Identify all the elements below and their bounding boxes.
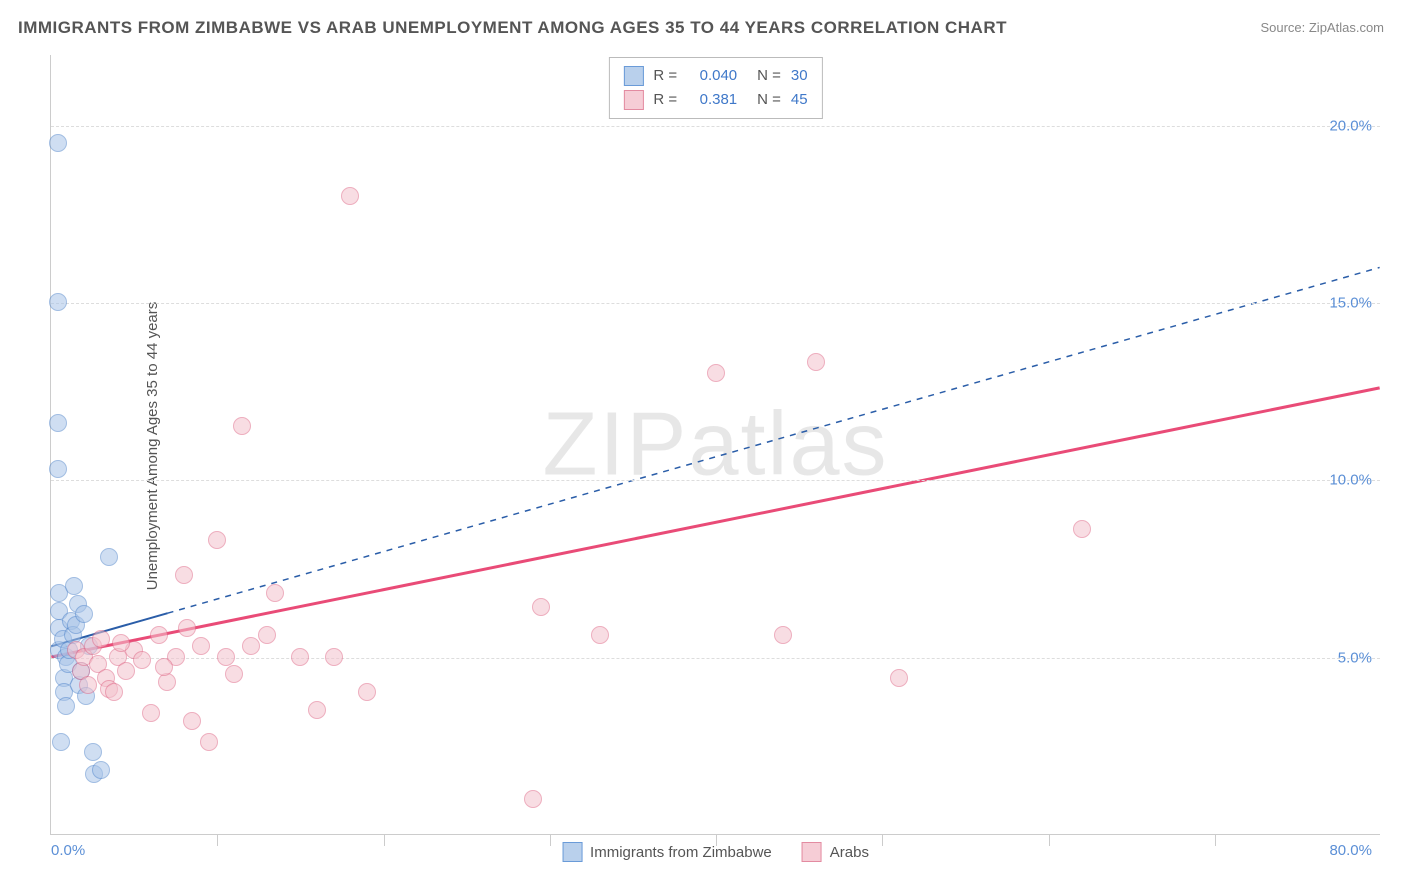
gridline xyxy=(51,658,1380,659)
n-label: N = xyxy=(757,64,781,88)
data-point xyxy=(84,743,102,761)
legend-label: Immigrants from Zimbabwe xyxy=(590,844,772,861)
data-point xyxy=(65,577,83,595)
legend-swatch xyxy=(623,90,643,110)
data-point xyxy=(807,353,825,371)
r-label: R = xyxy=(653,64,677,88)
x-tick xyxy=(217,834,218,846)
data-point xyxy=(183,712,201,730)
data-point xyxy=(155,658,173,676)
data-point xyxy=(532,598,550,616)
x-tick xyxy=(716,834,717,846)
y-tick-label: 10.0% xyxy=(1329,472,1372,489)
x-tick xyxy=(550,834,551,846)
r-value: 0.040 xyxy=(687,64,737,88)
data-point xyxy=(258,626,276,644)
data-point xyxy=(112,634,130,652)
data-point xyxy=(75,605,93,623)
x-tick xyxy=(882,834,883,846)
data-point xyxy=(178,619,196,637)
y-tick-label: 15.0% xyxy=(1329,295,1372,312)
gridline xyxy=(51,303,1380,304)
data-point xyxy=(133,651,151,669)
data-point xyxy=(49,460,67,478)
data-point xyxy=(117,662,135,680)
data-point xyxy=(150,626,168,644)
data-point xyxy=(208,531,226,549)
legend-swatch xyxy=(802,842,822,862)
n-label: N = xyxy=(757,88,781,112)
y-tick-label: 5.0% xyxy=(1338,649,1372,666)
data-point xyxy=(92,761,110,779)
data-point xyxy=(358,683,376,701)
plot-area: ZIPatlas R =0.040N =30R =0.381N =45 0.0%… xyxy=(50,55,1380,835)
data-point xyxy=(325,648,343,666)
data-point xyxy=(291,648,309,666)
y-tick-label: 20.0% xyxy=(1329,117,1372,134)
data-point xyxy=(79,676,97,694)
legend-label: Arabs xyxy=(830,844,869,861)
correlation-legend: R = 0.040 N = 30 R = 0.381 N = 45 xyxy=(608,57,822,119)
n-value: 30 xyxy=(791,64,808,88)
data-point xyxy=(1073,520,1091,538)
data-point xyxy=(105,683,123,701)
data-point xyxy=(591,626,609,644)
x-max-label: 80.0% xyxy=(1329,842,1372,859)
data-point xyxy=(217,648,235,666)
data-point xyxy=(92,630,110,648)
legend-row: R = 0.040 N = 30 xyxy=(623,64,807,88)
r-value: 0.381 xyxy=(687,88,737,112)
data-point xyxy=(142,704,160,722)
legend-item: Immigrants from Zimbabwe xyxy=(562,842,772,862)
data-point xyxy=(192,637,210,655)
x-tick xyxy=(1049,834,1050,846)
legend-item: Arabs xyxy=(802,842,869,862)
source-label: Source: ZipAtlas.com xyxy=(1260,20,1384,35)
data-point xyxy=(49,293,67,311)
gridline xyxy=(51,480,1380,481)
data-point xyxy=(233,417,251,435)
legend-swatch xyxy=(623,66,643,86)
data-point xyxy=(200,733,218,751)
legend-row: R = 0.381 N = 45 xyxy=(623,88,807,112)
gridline xyxy=(51,126,1380,127)
data-point xyxy=(100,548,118,566)
data-point xyxy=(175,566,193,584)
x-min-label: 0.0% xyxy=(51,842,85,859)
data-point xyxy=(52,733,70,751)
trend-lines xyxy=(51,55,1380,834)
r-label: R = xyxy=(653,88,677,112)
chart-title: IMMIGRANTS FROM ZIMBABWE VS ARAB UNEMPLO… xyxy=(18,18,1007,38)
data-point xyxy=(49,414,67,432)
data-point xyxy=(707,364,725,382)
x-tick xyxy=(384,834,385,846)
n-value: 45 xyxy=(791,88,808,112)
data-point xyxy=(49,134,67,152)
data-point xyxy=(57,697,75,715)
data-point xyxy=(266,584,284,602)
data-point xyxy=(308,701,326,719)
data-point xyxy=(524,790,542,808)
x-tick xyxy=(1215,834,1216,846)
data-point xyxy=(890,669,908,687)
data-point xyxy=(341,187,359,205)
data-point xyxy=(774,626,792,644)
data-point xyxy=(225,665,243,683)
legend-swatch xyxy=(562,842,582,862)
data-point xyxy=(242,637,260,655)
